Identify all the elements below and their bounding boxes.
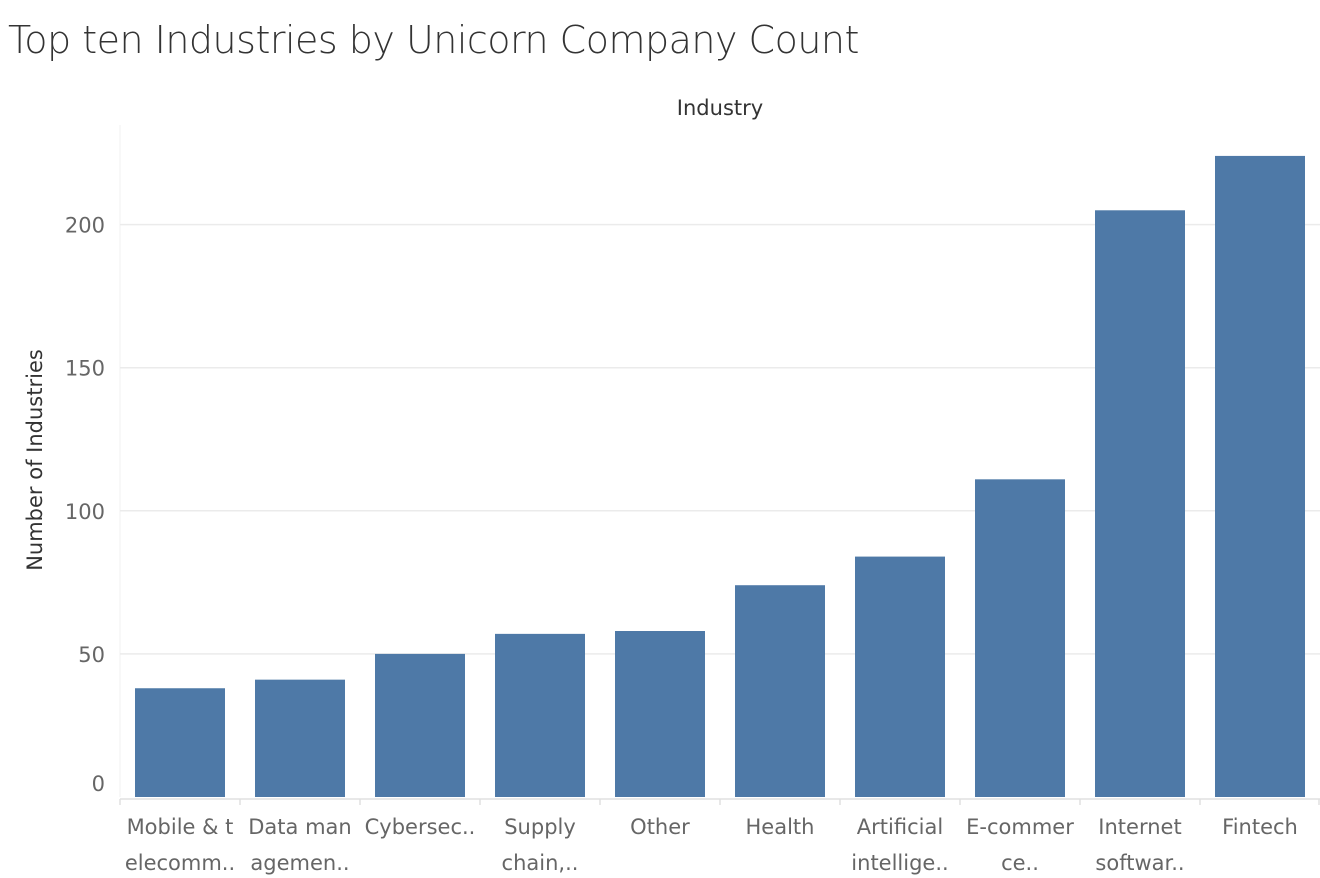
y-axis-title: Number of Industries <box>23 349 47 571</box>
bar <box>615 631 705 797</box>
bar <box>1095 210 1185 798</box>
x-tick-label: Mobile & t elecomm.. <box>125 815 235 875</box>
bar <box>975 479 1065 797</box>
x-tick-label: Artificial intellige.. <box>851 815 948 875</box>
y-tick-label: 50 <box>78 643 105 667</box>
bar <box>375 653 465 797</box>
bar <box>495 633 585 797</box>
bar <box>855 556 945 797</box>
x-tick-label: Data man agemen.. <box>248 815 351 875</box>
x-tick-label: Other <box>630 815 690 839</box>
y-axis-ticks: 0 50 100 150 200 <box>65 214 105 796</box>
bars <box>135 155 1305 798</box>
bar <box>1215 155 1305 798</box>
chart-title: Top ten Industries by Unicorn Company Co… <box>8 18 859 62</box>
x-axis-title: Industry <box>677 96 763 120</box>
bar <box>255 679 345 797</box>
x-tick-label: E-commer ce.. <box>966 815 1074 875</box>
y-tick-label: 150 <box>65 357 105 381</box>
y-tick-label: 100 <box>65 500 105 524</box>
x-tick-label: Internet softwar.. <box>1095 815 1184 875</box>
x-tick-label: Cybersec.. <box>365 815 476 839</box>
x-tick-label: Fintech <box>1222 815 1298 839</box>
x-tick-label: Supply chain,.. <box>502 815 579 875</box>
bar <box>135 688 225 797</box>
bar <box>735 585 825 797</box>
x-axis-ticks: Mobile & t elecomm..Data man agemen.. Cyber… <box>119 799 1320 875</box>
y-tick-label: 0 <box>92 772 105 796</box>
y-tick-label: 200 <box>65 214 105 238</box>
x-tick-label: Health <box>746 815 815 839</box>
